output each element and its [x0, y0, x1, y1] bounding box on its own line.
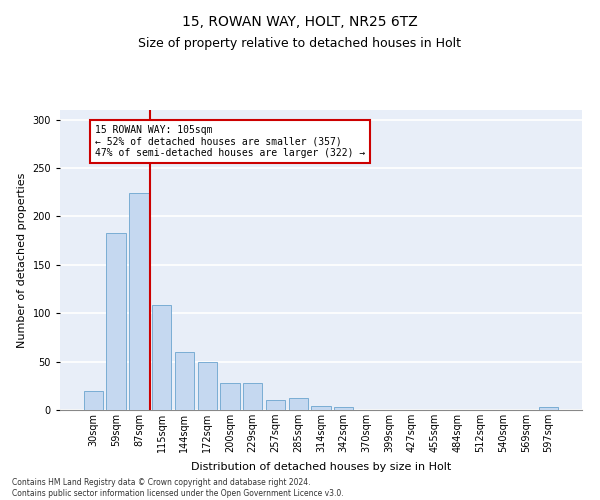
- Bar: [106, 233, 126, 410]
- Bar: [539, 407, 558, 410]
- Text: 15, ROWAN WAY, HOLT, NR25 6TZ: 15, ROWAN WAY, HOLT, NR25 6TZ: [182, 15, 418, 29]
- Text: Distribution of detached houses by size in Holt: Distribution of detached houses by size …: [191, 462, 451, 472]
- Bar: [175, 352, 194, 410]
- Bar: [243, 383, 262, 410]
- Bar: [334, 407, 353, 410]
- Y-axis label: Number of detached properties: Number of detached properties: [17, 172, 27, 348]
- Bar: [197, 362, 217, 410]
- Bar: [311, 406, 331, 410]
- Bar: [129, 193, 149, 410]
- Bar: [289, 398, 308, 410]
- Text: Contains HM Land Registry data © Crown copyright and database right 2024.
Contai: Contains HM Land Registry data © Crown c…: [12, 478, 344, 498]
- Bar: [266, 400, 285, 410]
- Text: Size of property relative to detached houses in Holt: Size of property relative to detached ho…: [139, 38, 461, 51]
- Bar: [220, 383, 239, 410]
- Text: 15 ROWAN WAY: 105sqm
← 52% of detached houses are smaller (357)
47% of semi-deta: 15 ROWAN WAY: 105sqm ← 52% of detached h…: [95, 124, 365, 158]
- Bar: [84, 390, 103, 410]
- Bar: [152, 306, 172, 410]
